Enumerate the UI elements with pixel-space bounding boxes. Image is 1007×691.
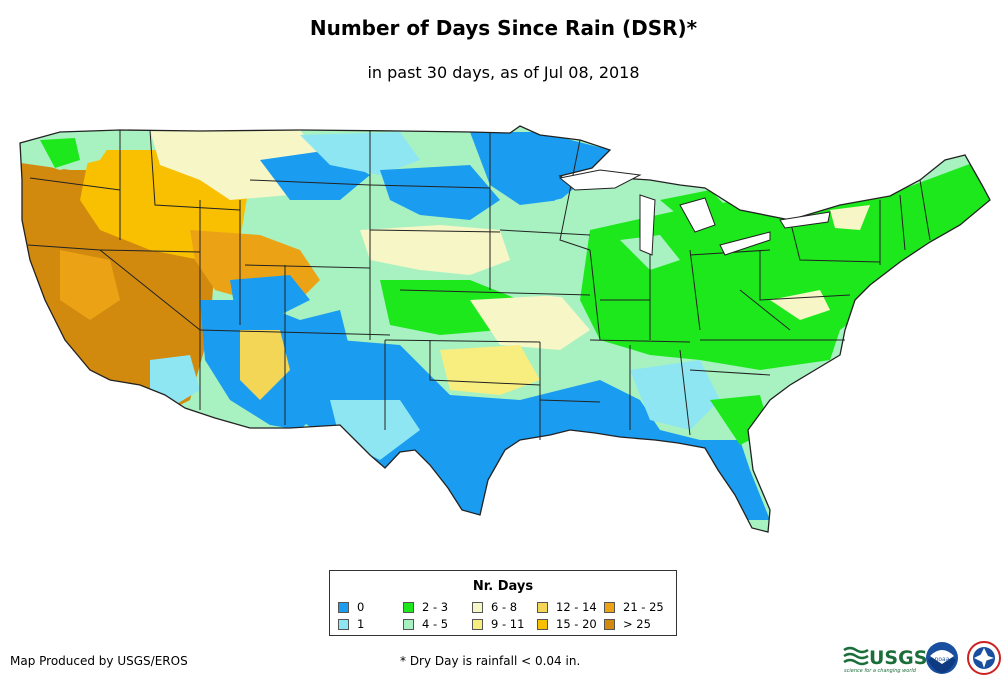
legend-swatch — [604, 602, 615, 613]
dry-day-footnote: * Dry Day is rainfall < 0.04 in. — [400, 654, 581, 668]
noaa-wordmark: noaa — [935, 656, 950, 663]
legend: Nr. Days 0 1 2 - 3 4 - 5 6 - 8 9 - 11 12… — [329, 570, 677, 636]
legend-item-6: 12 - 14 — [537, 601, 597, 613]
legend-label: 2 - 3 — [422, 600, 449, 614]
legend-swatch — [338, 602, 349, 613]
legend-item-5: 9 - 11 — [472, 618, 524, 630]
map-title: Number of Days Since Rain (DSR)* — [309, 16, 698, 40]
usgs-wordmark: USGS — [869, 647, 927, 669]
legend-item-8: 21 - 25 — [604, 601, 664, 613]
map-credit: Map Produced by USGS/EROS — [10, 654, 188, 668]
legend-label: 15 - 20 — [556, 617, 597, 631]
legend-title: Nr. Days — [472, 579, 534, 594]
legend-swatch — [604, 619, 615, 630]
legend-swatch — [403, 619, 414, 630]
lake-huron — [679, 197, 716, 233]
state-boundaries — [19, 125, 991, 533]
legend-swatch — [472, 619, 483, 630]
agency-logos: USGS science for a changing world noaa — [843, 641, 1001, 675]
legend-swatch — [403, 602, 414, 613]
dsr-map — [19, 125, 991, 533]
legend-swatch — [537, 619, 548, 630]
legend-item-9: > 25 — [604, 618, 651, 630]
legend-swatch — [537, 602, 548, 613]
map-subtitle: in past 30 days, as of Jul 08, 2018 — [367, 63, 640, 82]
legend-item-7: 15 - 20 — [537, 618, 597, 630]
legend-item-4: 6 - 8 — [472, 601, 517, 613]
lake-michigan — [639, 194, 656, 256]
legend-label: 21 - 25 — [623, 600, 664, 614]
legend-item-2: 2 - 3 — [403, 601, 448, 613]
dsr-color-regions — [20, 126, 990, 532]
legend-label: 4 - 5 — [422, 617, 449, 631]
lake-erie — [719, 231, 771, 256]
usgs-tagline: science for a changing world — [844, 668, 917, 674]
great-lakes — [558, 169, 831, 256]
usgs-logo-icon: USGS science for a changing world — [843, 646, 927, 674]
nws-logo-icon — [967, 641, 1001, 675]
legend-swatch — [472, 602, 483, 613]
legend-item-0: 0 — [338, 601, 364, 613]
legend-item-1: 1 — [338, 618, 364, 630]
legend-label: > 25 — [623, 617, 651, 631]
legend-label: 9 - 11 — [491, 617, 525, 631]
noaa-logo-icon: noaa — [926, 642, 958, 674]
legend-label: 12 - 14 — [556, 600, 597, 614]
legend-swatch — [338, 619, 349, 630]
legend-label: 1 — [357, 617, 365, 631]
legend-label: 6 - 8 — [491, 600, 518, 614]
lake-superior — [558, 169, 642, 191]
legend-item-3: 4 - 5 — [403, 618, 448, 630]
legend-label: 0 — [357, 600, 365, 614]
lake-ontario — [779, 211, 831, 229]
